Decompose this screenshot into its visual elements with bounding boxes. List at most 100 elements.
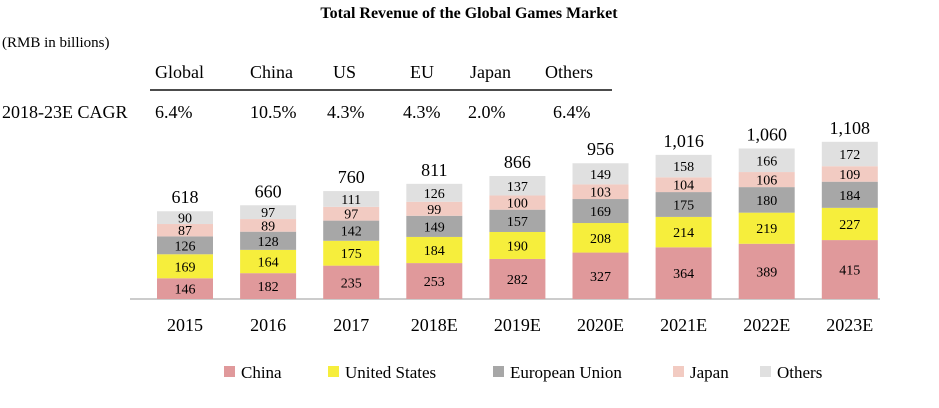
data-label: 164 (258, 256, 279, 271)
bar-segment-european-union (572, 199, 629, 224)
data-label: 157 (507, 215, 528, 230)
data-label: 327 (590, 270, 611, 285)
legend-label: Others (777, 363, 822, 382)
x-tick-label: 2016 (250, 315, 286, 335)
legend-swatch (328, 366, 339, 377)
bar-segment-united-states (323, 240, 380, 266)
cagr-header: Global (155, 62, 204, 82)
legend-swatch (493, 366, 504, 377)
data-label: 166 (756, 154, 777, 169)
legend-label: China (241, 363, 282, 382)
cagr-header: Japan (470, 62, 511, 82)
legend-swatch (224, 366, 235, 377)
data-label: 190 (507, 239, 528, 254)
bar-segment-others (738, 148, 795, 173)
cagr-header: EU (410, 62, 434, 82)
bar-segment-united-states (655, 216, 712, 248)
data-label: 389 (756, 265, 777, 280)
bar-segment-china (738, 243, 795, 299)
cagr-value: 2.0% (468, 102, 506, 122)
x-tick-label: 2023E (826, 315, 873, 335)
bar-segment-others (572, 163, 629, 185)
data-label: 128 (258, 235, 279, 250)
total-label: 1,108 (830, 118, 871, 138)
data-label: 172 (839, 148, 860, 163)
data-label: 158 (673, 160, 694, 175)
bar-segment-european-union (323, 220, 380, 241)
data-label: 126 (424, 187, 445, 202)
bar-segment-china (406, 263, 463, 299)
total-label: 660 (255, 181, 282, 201)
legend-swatch (673, 366, 684, 377)
cagr-value: 6.4% (155, 102, 193, 122)
data-label: 149 (424, 220, 445, 235)
data-label: 142 (341, 225, 362, 240)
bar-segment-china (489, 258, 546, 299)
bar-segment-united-states (157, 254, 213, 279)
bar-segment-japan (406, 201, 463, 216)
data-label: 106 (756, 174, 777, 189)
bar-segment-japan (240, 219, 297, 232)
data-label: 109 (839, 168, 860, 183)
data-label: 169 (175, 260, 196, 275)
bar-segment-others (240, 205, 297, 220)
bar-segment-china (240, 273, 297, 299)
data-label: 87 (178, 224, 192, 239)
cagr-value: 6.4% (553, 102, 591, 122)
bar-segment-united-states (821, 207, 878, 241)
x-tick-label: 2022E (743, 315, 790, 335)
bar-segment-japan (572, 184, 629, 200)
cagr-header: China (250, 62, 293, 82)
bar-segment-china (157, 278, 213, 299)
cagr-value: 4.3% (327, 102, 365, 122)
bar-segment-china (572, 252, 629, 299)
bar-segment-china (323, 265, 380, 299)
data-label: 282 (507, 273, 528, 288)
x-tick-label: 2021E (660, 315, 707, 335)
data-label: 97 (344, 208, 358, 223)
data-label: 184 (424, 244, 445, 259)
data-label: 146 (175, 283, 196, 298)
cagr-header: US (333, 62, 356, 82)
bar-segment-european-union (489, 209, 546, 232)
bar-segment-others (655, 154, 712, 178)
bar-segment-european-union (157, 236, 213, 255)
data-label: 182 (258, 280, 279, 295)
bar-segment-european-union (406, 215, 463, 237)
data-label: 415 (839, 264, 860, 279)
data-label: 100 (507, 197, 528, 212)
x-tick-label: 2015 (167, 315, 203, 335)
bar-segment-united-states (572, 223, 629, 253)
data-label: 97 (261, 206, 275, 221)
data-label: 111 (341, 193, 361, 208)
data-label: 175 (673, 198, 694, 213)
x-tick-label: 2017 (333, 315, 369, 335)
data-label: 104 (673, 179, 694, 194)
total-label: 811 (421, 160, 447, 180)
data-label: 208 (590, 232, 611, 247)
data-label: 214 (673, 226, 694, 241)
bar-segment-japan (323, 206, 380, 221)
bar-segment-others (489, 176, 546, 196)
bar-segment-european-union (655, 192, 712, 217)
data-label: 253 (424, 275, 445, 290)
x-tick-label: 2018E (411, 315, 458, 335)
data-label: 103 (590, 186, 611, 201)
bar-segment-japan (489, 195, 546, 210)
data-label: 184 (839, 189, 860, 204)
data-label: 219 (756, 222, 777, 237)
bar-segment-china (821, 240, 878, 299)
legend-label: United States (345, 363, 436, 382)
data-label: 137 (507, 180, 528, 195)
bar-segment-others (821, 141, 878, 167)
bar-segment-china (655, 247, 712, 299)
data-label: 169 (590, 205, 611, 220)
total-label: 1,016 (663, 131, 704, 151)
legend-label: Japan (690, 363, 729, 382)
total-label: 618 (172, 187, 199, 207)
legend-swatch (760, 366, 771, 377)
bar-segment-japan (821, 166, 878, 182)
unit-note: (RMB in billions) (2, 35, 110, 51)
